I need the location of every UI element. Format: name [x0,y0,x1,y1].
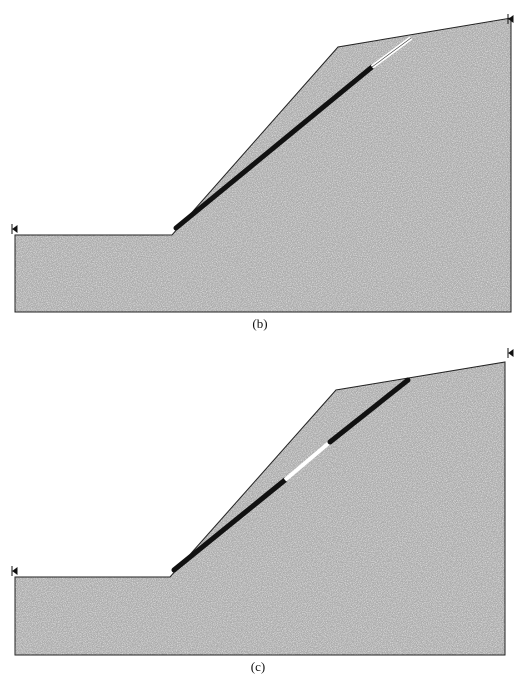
panel-label: (b) [252,316,267,331]
crack-edge [371,37,412,68]
slope-outline [14,361,506,656]
shear-band [173,64,375,231]
shear-band [171,477,288,573]
panel-b: (b) [11,14,514,331]
marker [507,348,514,358]
slope-texture [15,18,511,312]
slope-texture [15,362,505,655]
panel-c: (c) [11,348,514,674]
marker [11,224,18,234]
panel-label: (c) [251,659,265,674]
marker [11,566,18,576]
marker [507,14,514,24]
tension-crack [283,440,332,482]
shear-band [327,377,411,445]
